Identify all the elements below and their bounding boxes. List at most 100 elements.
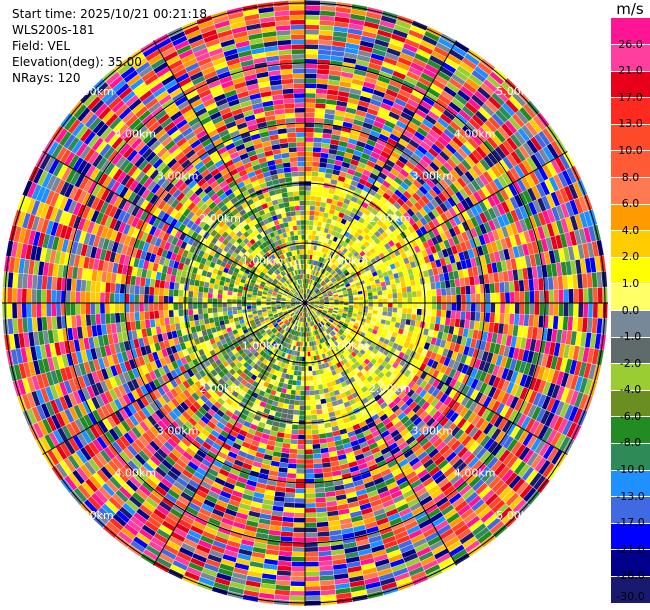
range-gate xyxy=(395,282,402,289)
range-gate xyxy=(413,85,427,96)
range-gate xyxy=(305,93,316,98)
range-gate xyxy=(336,201,344,208)
range-gate xyxy=(317,526,329,532)
range-gate xyxy=(322,412,330,419)
range-gate xyxy=(318,35,333,41)
range-gate xyxy=(342,62,356,69)
range-gate xyxy=(322,408,329,414)
range-gate xyxy=(388,111,400,120)
range-gate xyxy=(383,57,398,66)
range-gate xyxy=(362,185,371,193)
range-gate xyxy=(441,303,447,311)
range-gate xyxy=(305,137,314,142)
range-gate xyxy=(390,75,404,85)
range-gate xyxy=(460,286,466,295)
range-gate xyxy=(329,234,335,241)
range-gate xyxy=(369,172,378,181)
range-gate xyxy=(319,570,334,576)
range-gate xyxy=(344,112,356,119)
range-gate xyxy=(315,271,319,277)
range-gate xyxy=(327,510,339,517)
range-gate xyxy=(316,272,321,277)
range-gate xyxy=(375,212,384,220)
range-gate xyxy=(311,171,319,177)
range-gate xyxy=(349,18,365,26)
range-gate xyxy=(396,93,409,103)
range-gate xyxy=(336,180,344,187)
range-gate xyxy=(305,468,314,474)
range-gate xyxy=(373,120,385,129)
range-gate xyxy=(395,142,406,152)
range-gate xyxy=(405,280,411,287)
range-gate xyxy=(437,117,449,129)
range-gate xyxy=(388,298,393,303)
ppi-gates xyxy=(2,0,608,606)
range-gate xyxy=(400,111,412,121)
range-gate xyxy=(314,255,318,261)
range-gate xyxy=(336,255,342,262)
range-gate xyxy=(359,131,370,139)
range-gate xyxy=(344,209,352,216)
range-gate xyxy=(567,274,573,289)
range-gate xyxy=(305,195,311,201)
range-gate xyxy=(305,205,310,211)
range-gate xyxy=(505,303,510,314)
range-gate xyxy=(342,241,348,248)
range-gate xyxy=(340,218,347,225)
range-gate xyxy=(382,311,388,316)
range-gate xyxy=(373,180,382,189)
range-gate xyxy=(313,220,318,226)
range-gate xyxy=(411,135,423,145)
range-gate xyxy=(298,361,302,367)
range-gate xyxy=(342,182,351,189)
range-gate xyxy=(363,296,368,300)
range-gate xyxy=(306,269,309,274)
range-gate xyxy=(549,290,554,303)
range-gate xyxy=(427,59,442,70)
range-gate xyxy=(347,33,362,40)
range-gate xyxy=(278,422,286,429)
range-gate xyxy=(285,482,296,489)
range-gate xyxy=(316,83,328,90)
range-gate xyxy=(334,115,345,122)
range-gate xyxy=(305,235,309,240)
range-gate xyxy=(282,443,291,449)
range-gate xyxy=(374,142,385,151)
range-gate xyxy=(294,365,299,371)
range-gate xyxy=(274,496,285,502)
range-gate xyxy=(451,73,466,86)
range-gate xyxy=(343,117,354,124)
range-gate xyxy=(312,265,315,270)
range-gate xyxy=(411,291,417,298)
range-gate xyxy=(300,395,305,401)
range-gate xyxy=(309,390,315,396)
range-gate xyxy=(451,97,465,110)
range-gate xyxy=(310,279,313,285)
range-gate xyxy=(374,192,383,201)
range-gate xyxy=(327,89,339,96)
range-gate xyxy=(316,512,328,518)
range-gate xyxy=(505,292,510,303)
range-gate xyxy=(362,148,373,156)
range-gate xyxy=(313,265,317,271)
range-gate xyxy=(344,237,351,244)
range-gate xyxy=(316,226,322,232)
range-gate xyxy=(316,507,327,513)
range-gate xyxy=(321,197,328,203)
range-gate xyxy=(326,163,335,170)
range-gate xyxy=(325,496,337,502)
range-gate xyxy=(328,188,336,195)
range-gate xyxy=(383,298,388,303)
range-gate xyxy=(409,94,422,104)
range-gate xyxy=(305,44,319,50)
range-gate xyxy=(273,446,283,453)
range-gate xyxy=(362,309,368,313)
range-gate xyxy=(453,326,460,336)
range-gate xyxy=(286,384,292,390)
range-gate xyxy=(364,165,374,173)
range-gate xyxy=(310,264,313,270)
range-gate xyxy=(330,55,344,62)
range-gate xyxy=(339,245,345,252)
range-gate xyxy=(299,410,305,415)
